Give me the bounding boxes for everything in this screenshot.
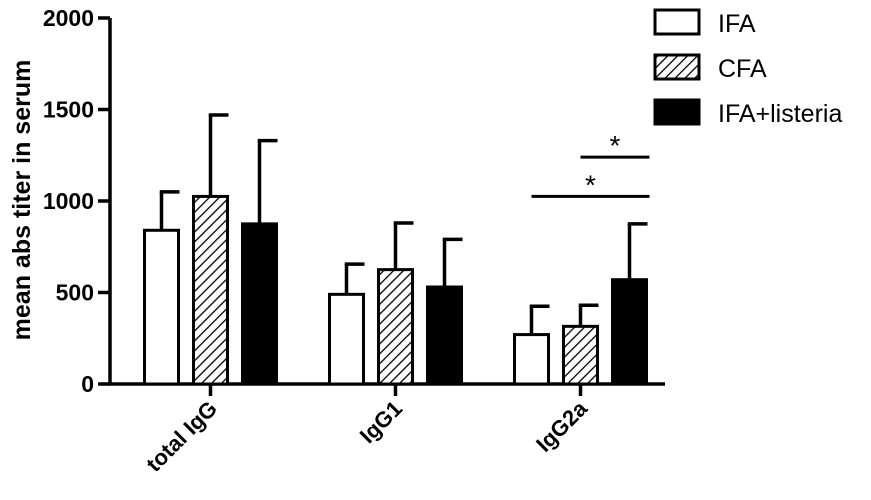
significance-markers: ** [531, 130, 650, 200]
legend: IFA CFA IFA+listeria [653, 8, 842, 128]
y-axis-label: mean abs titer in serum [8, 60, 36, 341]
significance-label: * [610, 130, 621, 161]
bar [377, 268, 414, 386]
bars [143, 113, 648, 386]
bar [143, 228, 180, 386]
legend-label: CFA [718, 55, 767, 83]
bar [611, 278, 648, 386]
significance-label: * [585, 169, 596, 200]
y-tick-label: 2000 [43, 5, 94, 31]
y-tick-label: 1000 [43, 188, 94, 214]
bar [192, 194, 229, 386]
bar [562, 324, 599, 386]
bar [426, 285, 463, 386]
x-tick-label: IgG1 [355, 396, 407, 448]
legend-swatch [653, 8, 701, 36]
y-tick-label: 0 [81, 371, 94, 397]
y-tick-label: 1500 [43, 97, 94, 123]
x-axis: total IgG IgG1 IgG2a [108, 382, 665, 477]
legend-swatch [653, 53, 701, 81]
bar [241, 222, 278, 386]
legend-label: IFA+listeria [718, 100, 842, 128]
bar [513, 333, 550, 386]
legend-label: IFA [718, 10, 756, 38]
y-axis: 0 500 1000 1500 2000 [43, 5, 112, 397]
x-tick-label: IgG2a [531, 395, 592, 456]
bar [328, 292, 365, 386]
y-tick-label: 500 [56, 280, 94, 306]
x-tick-label: total IgG [141, 396, 222, 477]
legend-swatch [653, 98, 701, 126]
